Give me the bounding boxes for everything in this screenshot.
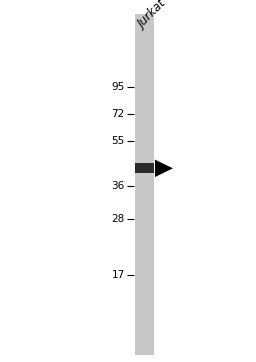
Bar [135,163,154,173]
Polygon shape [155,160,173,177]
Text: 17: 17 [112,270,125,280]
Text: 28: 28 [112,214,125,224]
Text: 72: 72 [112,109,125,119]
Text: 36: 36 [112,181,125,191]
Text: 55: 55 [112,136,125,146]
Text: Jurkat: Jurkat [135,0,169,31]
Text: 95: 95 [112,82,125,92]
Bar [135,14,154,355]
